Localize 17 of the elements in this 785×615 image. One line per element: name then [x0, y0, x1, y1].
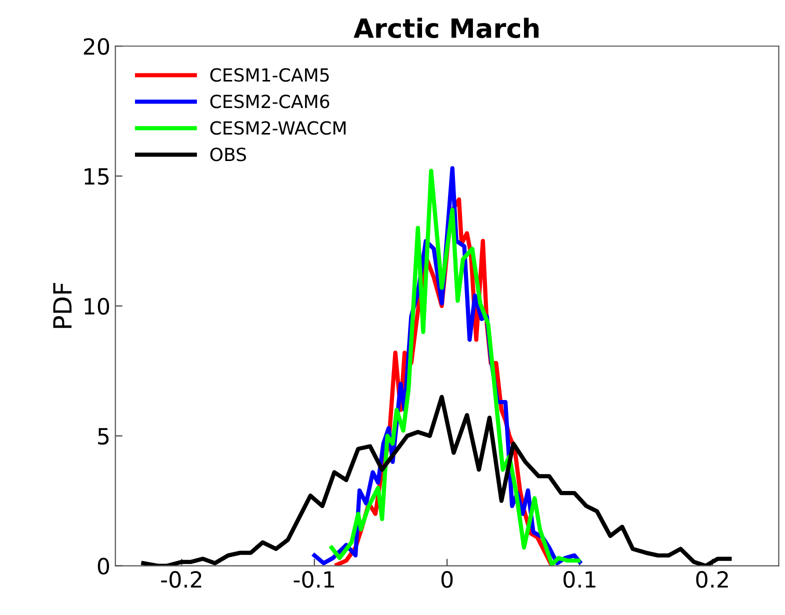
line-series [141, 394, 732, 566]
legend-label: CESM1-CAM5 [210, 68, 329, 82]
y-axis-title: PDF [53, 283, 72, 328]
legend-label: CESM2-WACCM [210, 121, 346, 135]
y-tick-label: 0 [98, 558, 110, 575]
x-tick-label: 0.2 [696, 571, 728, 588]
chart-title: Arctic March [354, 18, 539, 38]
y-tick-label: 20 [84, 38, 110, 55]
legend-label: OBS [210, 148, 246, 162]
x-tick-label: -0.2 [161, 571, 202, 588]
y-tick-label: 10 [84, 298, 110, 315]
x-tick-label: 0 [441, 571, 453, 588]
legend-label: CESM2-CAM6 [210, 94, 330, 108]
x-tick-label: -0.1 [294, 571, 334, 588]
x-tick-label: 0.1 [564, 571, 596, 588]
y-tick-label: 15 [84, 168, 109, 185]
y-tick-label: 5 [98, 428, 109, 445]
